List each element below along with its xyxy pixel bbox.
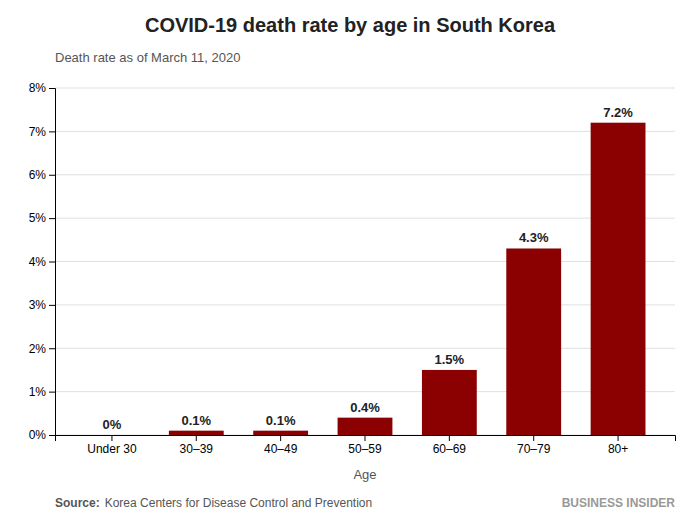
data-labels: 0% 0.1% 0.1% 0.4% 1.5% 4.3% 7.2% [103,105,634,432]
x-tick-mark [618,435,619,441]
x-tick: 50–59 [348,435,382,456]
bar [506,248,561,435]
y-tick: 3% [29,298,55,312]
x-tick-label: 70–79 [517,442,551,456]
data-label: 0.1% [181,413,211,428]
y-tick-mark [49,88,55,89]
data-label: 0% [103,417,122,432]
x-tick-mark [365,435,366,441]
y-tick-mark [49,435,55,436]
x-tick-mark [533,435,534,441]
bar [338,418,393,435]
y-tick: 1% [29,385,55,399]
grid-line [55,391,675,392]
y-axis-line [49,89,56,436]
bar [422,370,477,435]
y-tick-label: 0% [29,428,47,442]
y-tick-mark [49,348,55,349]
x-tick-mark [111,435,112,441]
chart-svg: COVID-19 death rate by age in South Kore… [0,0,700,525]
data-label: 0.4% [350,400,380,415]
y-tick-label: 6% [29,168,47,182]
y-tick-label: 3% [29,298,47,312]
subtitle: Death rate as of March 11, 2020 [55,50,240,65]
y-tick-mark [49,305,55,306]
y-tick-label: 8% [29,81,47,95]
y-tick: 8% [29,81,55,95]
x-tick: 30–39 [180,435,214,456]
grid [55,88,675,435]
source-label: Source: [55,496,100,510]
y-tick-label: 5% [29,211,47,225]
y-tick-mark [49,392,55,393]
x-tick: 40–49 [264,435,298,456]
x-tick-label: 50–59 [348,442,382,456]
y-tick-mark [49,131,55,132]
plot: 0% 1% 2% 3% 4% 5% 6% 7% 8% Under 30 30–39 40–49 50–5… [29,81,676,482]
y-tick-mark [49,262,55,263]
x-axis-title: Age [353,467,376,482]
y-tick-label: 1% [29,385,47,399]
x-tick: 80+ [608,435,628,456]
grid-line [55,131,675,132]
grid-line [55,304,675,305]
x-tick-label: Under 30 [87,442,137,456]
x-tick-mark [449,435,450,441]
x-tick-mark [196,435,197,441]
bar [85,435,140,436]
bars [169,123,646,435]
y-tick-mark [49,218,55,219]
x-tick-mark [280,435,281,441]
grid-line [55,88,675,89]
y-tick-label: 2% [29,342,47,356]
x-axis-line [56,436,676,442]
grid-line [55,218,675,219]
x-tick-label: 40–49 [264,442,298,456]
x-tick: Under 30 [87,435,137,456]
grid-line [55,348,675,349]
y-tick-mark [49,175,55,176]
source-text: Korea Centers for Disease Control and Pr… [105,496,372,510]
bar [169,431,224,435]
title: COVID-19 death rate by age in South Kore… [145,14,556,36]
x-tick: 60–69 [433,435,467,456]
x-tick-label: 60–69 [433,442,467,456]
y-tick: 6% [29,168,55,182]
bar [253,431,308,435]
grid-line [55,261,675,262]
data-label: 7.2% [603,105,633,120]
y-axis: 0% 1% 2% 3% 4% 5% 6% 7% 8% [29,81,56,442]
data-label: 1.5% [435,352,465,367]
branding: BUSINESS INSIDER [562,496,676,510]
data-label: 4.3% [519,230,549,245]
x-tick-label: 80+ [608,442,628,456]
y-tick: 2% [29,342,55,356]
x-tick: 70–79 [517,435,551,456]
grid-line [55,174,675,175]
x-tick-label: 30–39 [180,442,214,456]
y-tick: 7% [29,125,55,139]
y-tick: 0% [29,428,55,442]
y-tick: 4% [29,255,55,269]
data-label: 0.1% [266,413,296,428]
y-tick-label: 7% [29,125,47,139]
y-tick: 5% [29,211,55,225]
bar [591,123,646,435]
y-tick-label: 4% [29,255,47,269]
x-axis: Under 30 30–39 40–49 50–59 60–69 70–79 80+ [56,435,676,456]
